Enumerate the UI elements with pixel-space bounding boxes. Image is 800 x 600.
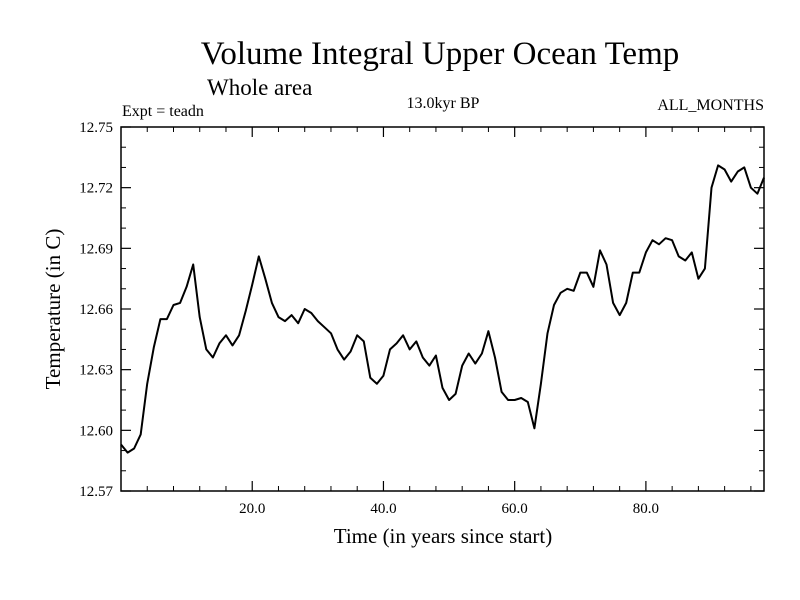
chart-subtitle: Whole area (207, 75, 312, 100)
y-tick-label: 12.66 (79, 302, 113, 318)
y-tick-label: 12.60 (79, 423, 113, 439)
y-tick-label: 12.69 (79, 241, 113, 257)
x-axis-tick-labels: 20.0 40.0 60.0 80.0 (239, 501, 659, 517)
x-axis-ticks (146, 127, 752, 491)
x-axis-label: Time (in years since start) (334, 524, 553, 548)
y-tick-label: 12.57 (79, 484, 113, 500)
annotation-left: Expt = teadn (122, 103, 204, 120)
y-axis-tick-labels: 12.57 12.60 12.63 12.66 12.69 12.72 12.75 (79, 120, 113, 500)
x-tick-label: 20.0 (239, 501, 265, 517)
series-line (120, 164, 765, 454)
annotation-right: ALL_MONTHS (657, 97, 764, 114)
x-tick-label: 80.0 (633, 501, 659, 517)
y-tick-label: 12.75 (79, 120, 113, 136)
y-tick-label: 12.63 (79, 363, 113, 379)
annotation-center: 13.0kyr BP (407, 95, 480, 112)
y-axis-label: Temperature (in C) (41, 229, 65, 390)
plot-frame (120, 126, 765, 492)
chart-title: Volume Integral Upper Ocean Temp (201, 36, 679, 72)
y-tick-label: 12.72 (79, 181, 113, 197)
x-tick-label: 40.0 (370, 501, 396, 517)
y-axis-ticks (121, 126, 764, 492)
x-tick-label: 60.0 (502, 501, 528, 517)
series-group (120, 164, 765, 454)
